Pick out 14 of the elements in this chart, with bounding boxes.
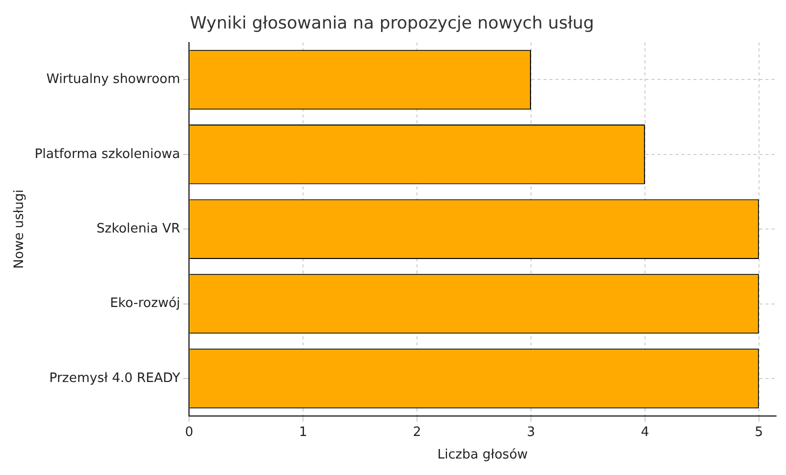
- x-tick-label: 5: [754, 424, 764, 440]
- x-tick-label: 1: [298, 424, 308, 440]
- x-tick-label: 3: [526, 424, 536, 440]
- y-tick-label: Eko-rozwój: [110, 296, 180, 312]
- y-tick-label: Wirtualny showroom: [46, 72, 180, 88]
- chart-title: Wyniki głosowania na propozycje nowych usług: [190, 14, 594, 34]
- x-axis-title: Liczba głosów: [437, 448, 528, 463]
- x-tick-label: 0: [185, 424, 194, 440]
- y-tick-label: Szkolenia VR: [96, 221, 180, 236]
- x-tick-label: 2: [412, 424, 422, 440]
- y-tick-label: Platforma szkoleniowa: [34, 146, 180, 162]
- y-tick-label: Przemysł 4.0 READY: [49, 370, 180, 386]
- x-tick-label: 4: [640, 424, 650, 440]
- y-axis-title: Nowe usługi: [12, 189, 28, 269]
